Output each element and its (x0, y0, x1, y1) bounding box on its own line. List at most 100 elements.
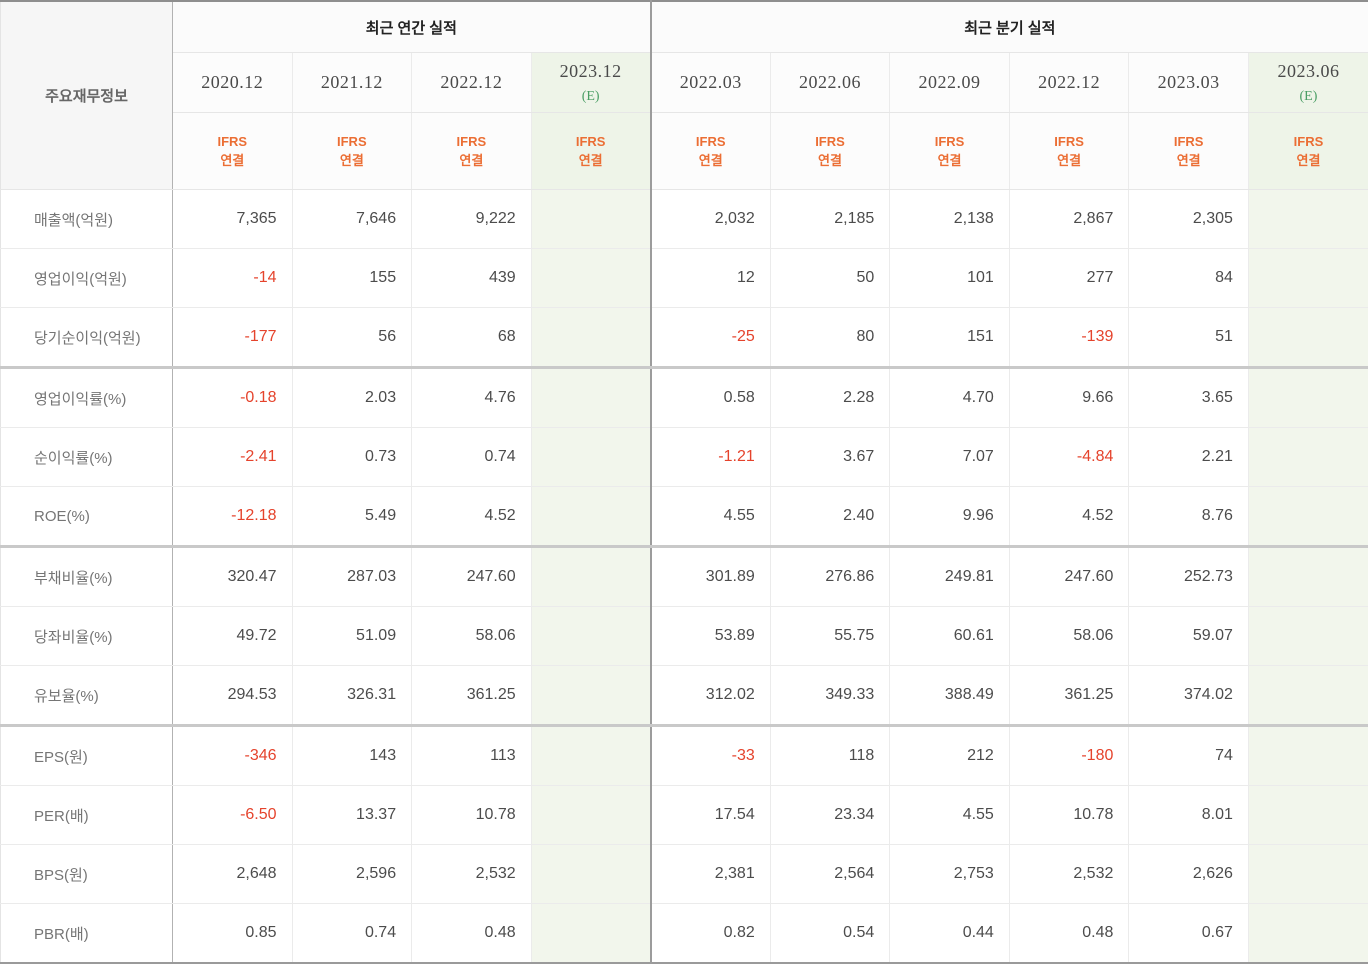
period-header: 2023.06 (E) (1248, 53, 1368, 113)
value-cell: 13.37 (292, 786, 412, 845)
value-cell: 0.85 (173, 904, 293, 964)
value-cell: 118 (770, 726, 890, 786)
value-cell: 326.31 (292, 666, 412, 726)
value-cell: 55.75 (770, 607, 890, 666)
standard-line1: IFRS (457, 134, 487, 149)
empty-estimate-cell (531, 249, 651, 308)
empty-estimate-cell (531, 726, 651, 786)
empty-estimate-cell (531, 666, 651, 726)
value-cell: 51.09 (292, 607, 412, 666)
value-cell: 8.76 (1129, 487, 1249, 547)
value-cell: 2.03 (292, 368, 412, 428)
estimate-mark: (E) (1300, 89, 1318, 104)
value-cell: -2.41 (173, 428, 293, 487)
value-cell: 247.60 (412, 547, 532, 607)
value-cell: 68 (412, 308, 532, 368)
period-label: 2022.12 (440, 72, 502, 92)
accounting-standard: IFRS 연결 (173, 113, 293, 190)
value-cell: 101 (890, 249, 1010, 308)
value-cell: 287.03 (292, 547, 412, 607)
standard-line2: 연결 (220, 153, 244, 168)
value-cell: 49.72 (173, 607, 293, 666)
empty-estimate-cell (1248, 666, 1368, 726)
value-cell: 74 (1129, 726, 1249, 786)
value-cell: 23.34 (770, 786, 890, 845)
value-cell: 56 (292, 308, 412, 368)
empty-estimate-cell (531, 428, 651, 487)
standard-line1: IFRS (1294, 134, 1324, 149)
value-cell: 2,648 (173, 845, 293, 904)
period-label: 2023.06 (1277, 61, 1339, 81)
value-cell: 0.74 (412, 428, 532, 487)
standard-line1: IFRS (217, 134, 247, 149)
empty-estimate-cell (531, 487, 651, 547)
empty-estimate-cell (1248, 368, 1368, 428)
value-cell: 0.48 (412, 904, 532, 964)
value-cell: 361.25 (1009, 666, 1129, 726)
value-cell: -177 (173, 308, 293, 368)
row-label: 영업이익률(%) (1, 368, 173, 428)
standard-line1: IFRS (815, 134, 845, 149)
row-label: 당좌비율(%) (1, 607, 173, 666)
value-cell: 4.55 (890, 786, 1010, 845)
value-cell: -12.18 (173, 487, 293, 547)
value-cell: 2,564 (770, 845, 890, 904)
row-label: EPS(원) (1, 726, 173, 786)
standard-line2: 연결 (579, 153, 603, 168)
value-cell: 2,185 (770, 190, 890, 249)
value-cell: 2,596 (292, 845, 412, 904)
value-cell: 2.40 (770, 487, 890, 547)
standard-line1: IFRS (576, 134, 606, 149)
empty-estimate-cell (1248, 786, 1368, 845)
empty-estimate-cell (531, 190, 651, 249)
value-cell: 2.28 (770, 368, 890, 428)
value-cell: 9,222 (412, 190, 532, 249)
value-cell: -14 (173, 249, 293, 308)
value-cell: 58.06 (412, 607, 532, 666)
standard-line2: 연결 (938, 153, 962, 168)
accounting-standard: IFRS 연결 (531, 113, 651, 190)
value-cell: 277 (1009, 249, 1129, 308)
value-cell: -139 (1009, 308, 1129, 368)
value-cell: 5.49 (292, 487, 412, 547)
value-cell: 10.78 (1009, 786, 1129, 845)
value-cell: 12 (651, 249, 771, 308)
empty-estimate-cell (1248, 607, 1368, 666)
period-label: 2022.09 (919, 72, 981, 92)
estimate-mark: (E) (582, 89, 600, 104)
period-header: 2023.12(E) (531, 53, 651, 113)
value-cell: 320.47 (173, 547, 293, 607)
period-header: 2020.12 (173, 53, 293, 113)
period-header: 2021.12 (292, 53, 412, 113)
period-label: 2020.12 (201, 72, 263, 92)
period-header: 2022.12 (412, 53, 532, 113)
value-cell: 9.66 (1009, 368, 1129, 428)
value-cell: 4.52 (1009, 487, 1129, 547)
value-cell: 2,138 (890, 190, 1010, 249)
value-cell: -180 (1009, 726, 1129, 786)
value-cell: 439 (412, 249, 532, 308)
standard-line1: IFRS (696, 134, 726, 149)
value-cell: 84 (1129, 249, 1249, 308)
empty-estimate-cell (1248, 308, 1368, 368)
empty-estimate-cell (1248, 487, 1368, 547)
value-cell: 10.78 (412, 786, 532, 845)
value-cell: 2,305 (1129, 190, 1249, 249)
value-cell: -346 (173, 726, 293, 786)
value-cell: 0.58 (651, 368, 771, 428)
annual-group-header: 최근 연간 실적 (173, 1, 651, 53)
value-cell: 0.54 (770, 904, 890, 964)
value-cell: 9.96 (890, 487, 1010, 547)
value-cell: 349.33 (770, 666, 890, 726)
value-cell: 59.07 (1129, 607, 1249, 666)
value-cell: 4.76 (412, 368, 532, 428)
